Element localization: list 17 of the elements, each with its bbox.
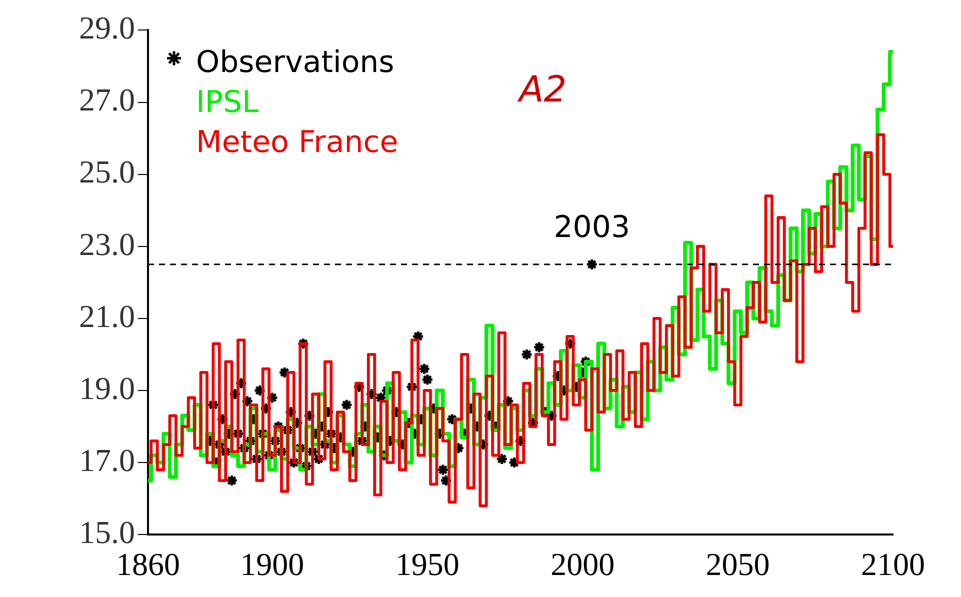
x-tick-label: 1950 (395, 546, 460, 582)
x-tick-label: 2050 (706, 546, 770, 582)
y-tick-label: 25.0 (79, 154, 135, 190)
y-tick-label: 21.0 (79, 298, 135, 334)
annotation: A2 (517, 70, 567, 111)
x-tick-label: 2100 (861, 546, 925, 582)
text: Meteo France (196, 124, 398, 160)
text: IPSL (196, 84, 259, 120)
y-tick-label: 27.0 (79, 82, 135, 118)
annotation: 2003 (554, 210, 630, 246)
x-tick-label: 2000 (550, 546, 615, 582)
y-tick-label: 29.0 (79, 10, 135, 46)
y-tick-label: 23.0 (79, 226, 135, 262)
legend-label: Observations (196, 44, 394, 80)
x-tick-label: 1900 (240, 546, 304, 582)
y-tick-label: 17.0 (79, 442, 135, 478)
y-tick-label: 19.0 (79, 370, 135, 406)
